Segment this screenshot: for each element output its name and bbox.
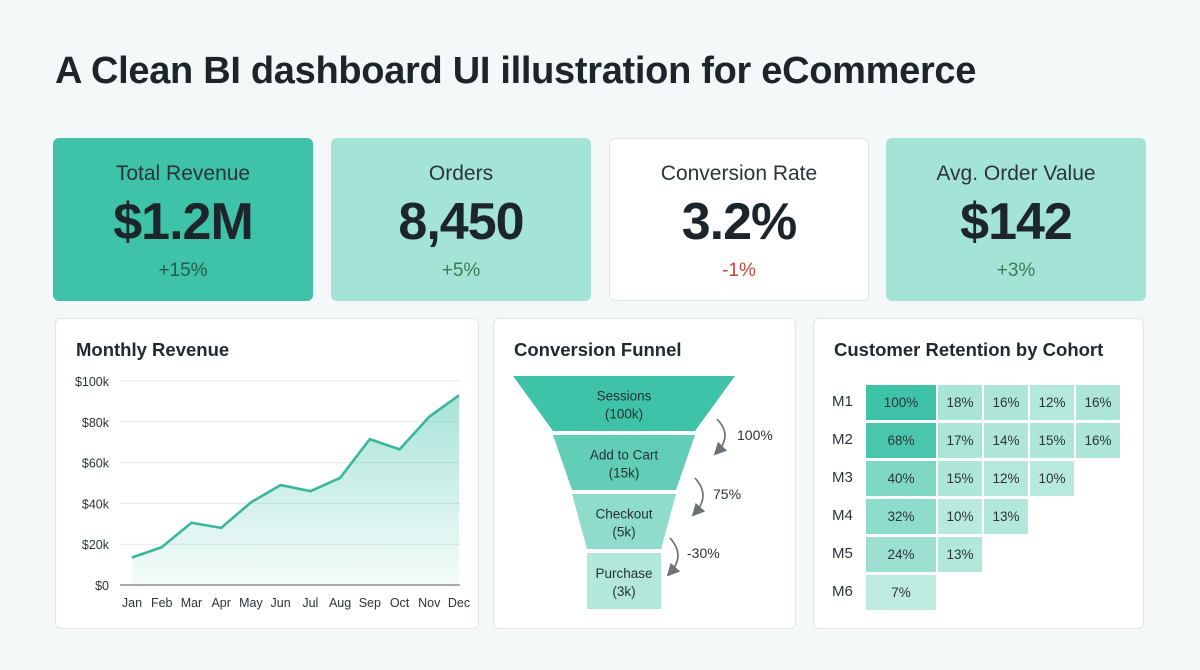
kpi-card-total-revenue[interactable]: Total Revenue $1.2M +15% <box>53 138 313 301</box>
x-tick-label: Jun <box>271 596 291 610</box>
x-tick-label: Mar <box>181 596 203 610</box>
funnel-arrow <box>666 537 681 577</box>
funnel-arrow <box>691 477 706 517</box>
x-tick-label: Sep <box>359 596 381 610</box>
revenue-line <box>131 394 460 559</box>
retention-cell: 14% <box>984 423 1028 458</box>
funnel-rate-label: -30% <box>687 545 720 561</box>
chart-title: Customer Retention by Cohort <box>834 339 1104 360</box>
page-title: A Clean BI dashboard UI illustration for… <box>55 50 977 92</box>
kpi-value: 3.2% <box>681 193 798 251</box>
kpi-change: -1% <box>722 260 756 281</box>
retention-cell: 13% <box>938 537 982 572</box>
funnel-stage-label: Purchase <box>595 566 652 581</box>
funnel-stage-value: (100k) <box>605 407 643 422</box>
funnel-stage-sessions <box>513 376 735 431</box>
y-tick-label: $20k <box>82 538 110 552</box>
retention-cohort-panel[interactable]: Customer Retention by Cohort M1 100% 18% 16… <box>813 318 1144 629</box>
retention-cell: 10% <box>1030 461 1074 496</box>
retention-cell: 17% <box>938 423 982 458</box>
retention-cell: 18% <box>938 385 982 420</box>
cohort-row-label: M4 <box>832 507 853 524</box>
retention-cell: 40% <box>866 461 936 496</box>
funnel-stage-value: (5k) <box>612 525 635 540</box>
funnel-stage-value: (3k) <box>612 584 635 599</box>
funnel-stage-checkout <box>572 494 676 549</box>
cohort-row-label: M3 <box>832 469 853 486</box>
y-tick-label: $40k <box>82 497 110 511</box>
retention-cell: 15% <box>938 461 982 496</box>
kpi-label: Conversion Rate <box>660 162 818 185</box>
kpi-card-orders[interactable]: Orders 8,450 +5% <box>331 138 591 301</box>
retention-cell: 16% <box>1076 423 1120 458</box>
cohort-row-label: M1 <box>832 393 853 410</box>
funnel-stage-value: (15k) <box>609 466 640 481</box>
retention-cell: 15% <box>1030 423 1074 458</box>
conversion-funnel-chart: Sessions (100k) Add to Cart (15k) Checkout (5… <box>513 376 773 609</box>
monthly-revenue-chart: $0 $20k $40k $60k $80k $100k Jan Feb Mar Apr May Ju… <box>75 375 470 610</box>
retention-cell: 7% <box>866 575 936 610</box>
x-tick-label: Aug <box>329 596 351 610</box>
funnel-stage-add-to-cart <box>553 435 695 490</box>
kpi-change: +15% <box>158 260 208 281</box>
funnel-rate-label: 75% <box>713 486 741 502</box>
retention-cell: 12% <box>1030 385 1074 420</box>
retention-cell: 24% <box>866 537 936 572</box>
revenue-area <box>132 395 459 585</box>
kpi-change: +5% <box>441 260 481 281</box>
retention-cell: 100% <box>866 385 936 420</box>
funnel-arrow <box>713 418 728 456</box>
retention-cell: 16% <box>984 385 1028 420</box>
cohort-row-label: M5 <box>832 545 853 562</box>
conversion-funnel-panel[interactable]: Conversion Funnel Sessions (100k) Add to C… <box>493 318 796 629</box>
funnel-stage-label: Checkout <box>595 507 652 522</box>
retention-cell: 32% <box>866 499 936 534</box>
retention-cell: 13% <box>984 499 1028 534</box>
kpi-value: 8,450 <box>398 193 524 251</box>
kpi-change: +3% <box>996 260 1036 281</box>
y-tick-label: $100k <box>75 375 110 389</box>
kpi-label: Avg. Order Value <box>936 162 1096 185</box>
kpi-card-conversion-rate[interactable]: Conversion Rate 3.2% -1% <box>609 138 869 301</box>
x-tick-label: Apr <box>211 596 230 610</box>
retention-cell: 68% <box>866 423 936 458</box>
retention-cell: 16% <box>1076 385 1120 420</box>
y-tick-label: $0 <box>95 579 109 593</box>
kpi-label: Orders <box>428 162 494 185</box>
kpi-card-avg-order-value[interactable]: Avg. Order Value $142 +3% <box>886 138 1146 301</box>
chart-title: Conversion Funnel <box>514 339 682 360</box>
retention-cell: 10% <box>938 499 982 534</box>
funnel-stage-label: Sessions <box>597 389 652 404</box>
y-tick-label: $60k <box>82 457 110 471</box>
cohort-row-label: M2 <box>832 431 853 448</box>
x-tick-label: Oct <box>390 596 410 610</box>
monthly-revenue-panel[interactable]: Monthly Revenue $0 $20k $40k $60k $80k $100k J… <box>55 318 479 629</box>
kpi-label: Total Revenue <box>115 162 251 185</box>
funnel-rate-label: 100% <box>737 427 773 443</box>
funnel-stage-purchase <box>587 553 661 609</box>
kpi-value: $142 <box>960 193 1073 251</box>
chart-title: Monthly Revenue <box>76 339 230 360</box>
funnel-stage-label: Add to Cart <box>590 448 659 463</box>
retention-cell: 12% <box>984 461 1028 496</box>
kpi-value: $1.2M <box>113 193 254 251</box>
x-tick-label: Feb <box>151 596 173 610</box>
x-tick-label: May <box>239 596 263 610</box>
x-tick-label: Jul <box>302 596 318 610</box>
x-tick-label: Jan <box>122 596 142 610</box>
cohort-row-label: M6 <box>832 583 853 600</box>
y-tick-label: $80k <box>82 416 110 430</box>
x-tick-label: Dec <box>448 596 470 610</box>
x-tick-label: Nov <box>418 596 441 610</box>
